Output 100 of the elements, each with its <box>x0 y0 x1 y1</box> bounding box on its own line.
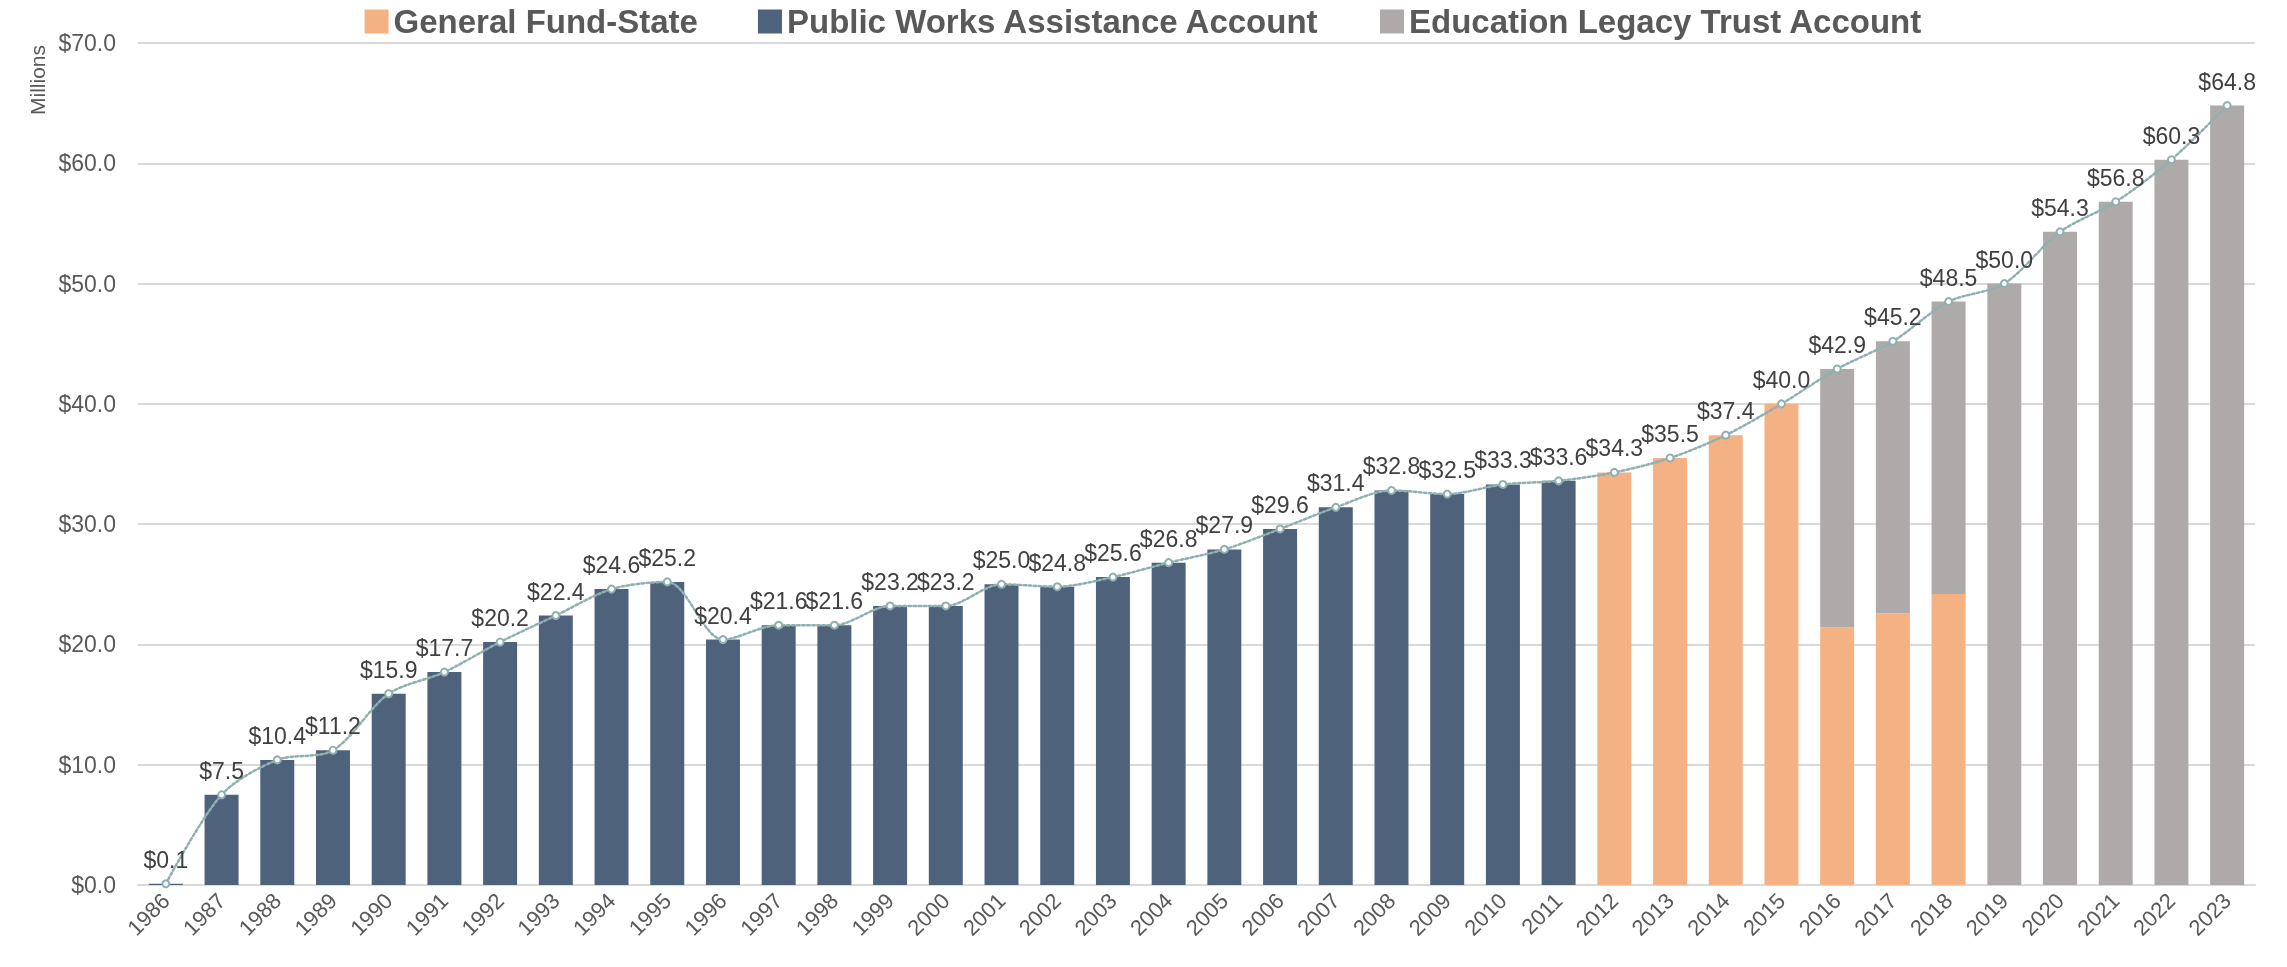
bar <box>1430 494 1465 885</box>
point <box>495 637 505 647</box>
data-label: $54.3 <box>2031 194 2089 221</box>
y-tick-label: $70.0 <box>58 30 116 56</box>
bar <box>594 589 629 885</box>
bar <box>1318 507 1353 885</box>
point <box>941 601 951 611</box>
y-tick-label: $0.0 <box>71 872 116 898</box>
data-label: $11.2 <box>305 713 361 740</box>
bar <box>1875 613 1910 885</box>
bar <box>650 581 685 885</box>
bar <box>2210 105 2245 885</box>
data-label: $25.0 <box>972 547 1031 574</box>
bar <box>2154 159 2189 885</box>
bar <box>1207 549 1242 885</box>
point <box>662 577 672 587</box>
bar <box>1875 341 1910 614</box>
point <box>1108 572 1118 582</box>
bar <box>1987 283 2022 885</box>
y-axis-title: Millions <box>26 45 49 116</box>
point <box>1776 399 1786 409</box>
point <box>718 635 728 645</box>
data-label: $17.7 <box>415 635 474 662</box>
data-label: $27.9 <box>1195 512 1254 539</box>
data-label: $32.8 <box>1362 453 1421 480</box>
data-label: $40.0 <box>1752 366 1811 393</box>
bar <box>1151 562 1186 885</box>
legend-label: General Fund-State <box>393 3 698 40</box>
point <box>1832 364 1842 374</box>
data-label: $21.6 <box>805 588 864 615</box>
point <box>217 790 227 800</box>
point <box>1275 524 1285 534</box>
bar <box>1485 484 1520 885</box>
data-label: $22.4 <box>527 578 585 605</box>
bar <box>2043 231 2077 885</box>
point <box>1999 279 2009 289</box>
bar <box>984 584 1019 885</box>
point <box>551 611 561 621</box>
bar <box>761 625 796 885</box>
data-label: $20.2 <box>471 605 529 632</box>
point <box>829 620 839 630</box>
data-label: $42.9 <box>1808 331 1866 358</box>
bar <box>1931 593 1966 885</box>
bar <box>1708 435 1743 885</box>
data-label: $29.6 <box>1251 491 1309 518</box>
point <box>384 689 394 699</box>
point <box>161 879 171 889</box>
point <box>1219 544 1229 554</box>
point <box>439 667 449 677</box>
bar <box>817 625 852 885</box>
bar <box>1820 368 1855 628</box>
point <box>774 620 784 630</box>
point <box>1665 453 1675 463</box>
point <box>2111 197 2121 207</box>
bar <box>873 605 908 885</box>
y-tick-label: $40.0 <box>58 390 116 417</box>
data-label: $50.0 <box>1975 246 2034 273</box>
bar <box>705 639 740 885</box>
point <box>1554 476 1564 486</box>
point <box>885 601 895 611</box>
data-label: $64.8 <box>2198 68 2256 95</box>
point <box>1386 485 1396 495</box>
bar <box>427 672 462 885</box>
y-tick-label: $20.0 <box>58 631 116 658</box>
data-label: $56.8 <box>2086 164 2145 191</box>
bar <box>371 693 406 885</box>
data-label: $37.4 <box>1696 398 1755 425</box>
data-label: $33.3 <box>1474 447 1532 474</box>
y-tick-label: $30.0 <box>58 511 116 538</box>
data-label: $45.2 <box>1864 304 1922 331</box>
y-tick-label: $60.0 <box>58 150 116 177</box>
data-label: $7.5 <box>199 757 244 784</box>
point <box>607 584 617 594</box>
point <box>1442 489 1452 499</box>
y-tick-label: $50.0 <box>58 270 116 297</box>
bar <box>1263 528 1298 885</box>
bar <box>483 642 518 885</box>
data-label: $10.4 <box>248 722 307 749</box>
bar <box>1820 627 1855 885</box>
point <box>1331 502 1341 512</box>
point <box>1609 467 1619 477</box>
data-label: $24.8 <box>1028 549 1086 576</box>
bar <box>260 759 295 885</box>
y-tick-label: $10.0 <box>58 751 116 778</box>
bar <box>1374 490 1409 885</box>
point <box>2222 101 2232 111</box>
data-label: $60.3 <box>2142 122 2201 149</box>
bar <box>1764 403 1799 885</box>
point <box>272 755 282 765</box>
point <box>1721 430 1731 440</box>
bar <box>1095 577 1130 885</box>
data-label: $35.5 <box>1641 420 1699 447</box>
bar <box>1597 472 1632 885</box>
bar <box>2098 201 2133 885</box>
point <box>997 579 1007 589</box>
point <box>1888 336 1898 346</box>
point <box>328 745 338 755</box>
point <box>1164 558 1174 568</box>
bar <box>204 794 239 885</box>
data-label: $15.9 <box>359 656 418 683</box>
